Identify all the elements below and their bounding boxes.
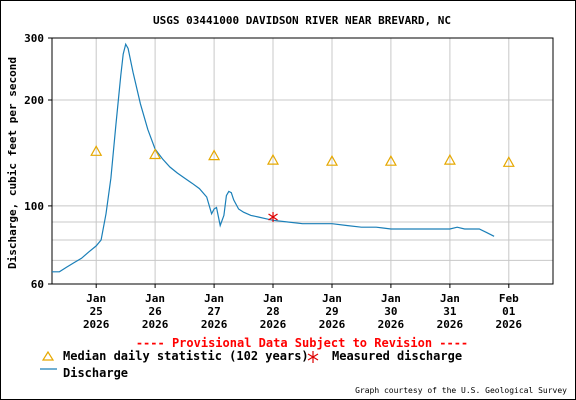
x-tick-label: Jan [440,292,460,305]
median-point [502,156,515,167]
legend-measured-label: Measured discharge [332,349,462,363]
x-tick-label: 29 [325,305,338,318]
x-axis-ticks: Jan252026Jan262026Jan272026Jan282026Jan2… [83,284,522,331]
x-tick-label: 26 [148,305,162,318]
median-point [90,145,103,156]
legend-median-triangle-icon [41,350,55,361]
median-point [325,154,339,166]
y-axis-label: Discharge, cubic feet per second [6,57,19,269]
x-tick-label: 28 [266,305,279,318]
x-tick-label: 2026 [260,318,287,331]
x-tick-label: 2026 [437,318,464,331]
plot-border [51,37,554,285]
x-tick-label: Jan [381,292,401,305]
x-tick-label: 2026 [319,318,346,331]
y-tick-label: 300 [24,32,44,45]
median-point [443,153,456,165]
x-tick-label: 27 [207,305,220,318]
x-tick-label: 01 [502,305,516,318]
y-tick-label: 200 [24,94,44,107]
x-tick-label: Jan [145,292,165,305]
median-point [266,153,280,165]
provisional-note: ---- Provisional Data Subject to Revisio… [136,336,468,350]
x-tick-label: Feb [499,292,519,305]
x-tick-label: 2026 [201,318,228,331]
x-tick-label: 25 [90,305,103,318]
chart-marks [52,42,515,273]
legend-median-label: Median daily statistic (102 years) [63,349,309,363]
credit-text: Graph courtesy of the U.S. Geological Su… [355,386,567,395]
median-point [208,149,221,161]
x-tick-label: 2026 [378,318,405,331]
y-axis-ticks: 300 200 100 60 [24,32,52,291]
x-tick-label: Jan [322,292,342,305]
x-tick-label: 31 [443,305,457,318]
plot-area [52,38,553,284]
x-tick-label: Jan [86,292,106,305]
x-tick-label: Jan [204,292,224,305]
legend-measured-star-icon [307,351,319,363]
x-tick-label: 30 [384,305,397,318]
y-tick-label: 100 [24,200,44,213]
legend: Median daily statistic (102 years) Measu… [40,349,462,380]
x-tick-label: 2026 [83,318,110,331]
x-tick-label: 2026 [142,318,169,331]
x-tick-label: 2026 [496,318,523,331]
discharge-series-line [52,42,495,273]
median-point [384,154,397,166]
x-tick-label: Jan [263,292,283,305]
median-point [149,148,162,160]
legend-discharge-label: Discharge [63,366,128,380]
y-tick-label: 60 [31,278,44,291]
chart-title: USGS 03441000 DAVIDSON RIVER NEAR BREVAR… [153,14,451,27]
measured-point-stroke [268,213,278,221]
measured-point [268,212,278,223]
